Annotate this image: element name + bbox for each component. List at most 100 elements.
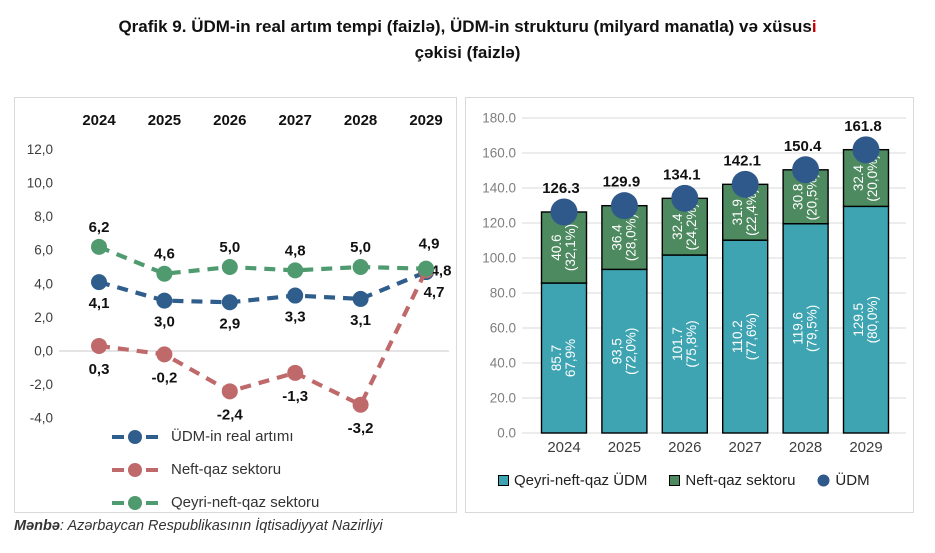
line-series-2	[98, 244, 427, 276]
legend-item-qeyri-neft-qaz-udm: Qeyri-neft-qaz ÜDM	[498, 472, 647, 489]
data-point	[418, 260, 434, 277]
y-tick-label: 60.0	[490, 321, 516, 336]
legend-item-udm: ÜDM	[817, 472, 870, 489]
data-point	[91, 238, 107, 255]
source-label: Mənbə	[14, 518, 60, 534]
data-label: 4,1	[89, 295, 110, 312]
bar-segment-label: 32.4(24,2%)	[670, 203, 699, 250]
y-tick-label: 12,0	[27, 142, 53, 157]
data-label: 3,3	[285, 309, 306, 326]
data-point	[287, 287, 304, 304]
line-series-0	[98, 270, 427, 305]
bar-segment-qeyri-neft-qaz	[540, 282, 588, 434]
data-point	[221, 383, 238, 400]
y-tick-label: -4,0	[30, 411, 53, 426]
legend-item-qeyri-neft-qaz-sektoru: Qeyri-neft-qaz sektoru	[111, 486, 319, 519]
data-label: -2,4	[217, 406, 244, 423]
y-tick-label: 100.0	[482, 251, 516, 266]
legend-label: ÜDM-in real artımı	[171, 428, 294, 445]
data-label: 5,0	[219, 239, 240, 256]
line-chart-panel: 2024 2025 2026 2027 2028 2029 12,0 10,0 8,0 6,0 4,…	[14, 97, 457, 513]
x-tick-label: 2026	[668, 439, 701, 456]
total-label: 161.8	[844, 118, 882, 135]
total-label: 134.1	[663, 166, 701, 183]
line-chart-svg: 2024 2025 2026 2027 2028 2029 12,0 10,0 8,0 6,0 4,…	[27, 112, 452, 437]
y-tick-label: 4,0	[34, 276, 53, 291]
data-label: 2,9	[219, 315, 240, 332]
figure-title: Qrafik 9. ÜDM-in real artım tempi (faizl…	[0, 14, 935, 66]
x-tick-label: 2027	[729, 439, 762, 456]
y-tick-label: 120.0	[482, 216, 516, 231]
data-label: 3,1	[350, 312, 371, 329]
x-tick-label: 2024	[547, 439, 580, 456]
udm-marker	[852, 136, 880, 164]
legend-label: Qeyri-neft-qaz ÜDM	[514, 472, 648, 489]
legend-item-udm-real-artimi: ÜDM-in real artımı	[111, 420, 319, 453]
legend-label: ÜDM	[835, 472, 870, 489]
data-point	[156, 265, 173, 282]
data-label: 5,0	[350, 239, 371, 256]
data-point	[156, 292, 173, 309]
bar-segment-label: 129.5(80,0%)	[851, 296, 880, 343]
data-label: 4,8	[285, 242, 306, 259]
legend-swatch-teal-icon	[498, 475, 509, 486]
legend-marker-blue-dash-dot-icon	[112, 429, 158, 444]
x-tick-label: 2029	[849, 439, 882, 456]
figure-title-line1-text: Qrafik 9. ÜDM-in real artım tempi (faizl…	[118, 17, 812, 36]
data-label: 4,7	[424, 284, 445, 301]
source-text: : Azərbaycan Respublikasının İqtisadiyya…	[59, 518, 383, 534]
data-point	[156, 346, 173, 363]
bar-segment-label: 110.2(77,6%)	[730, 313, 759, 360]
y-tick-label: 6,0	[34, 243, 53, 258]
data-point	[352, 396, 369, 413]
data-point	[221, 294, 238, 311]
bar-segment-label: 32.4(20,0%)	[851, 154, 880, 201]
y-tick-label: 80.0	[490, 286, 516, 301]
data-point	[352, 290, 369, 307]
data-label: 0,3	[89, 361, 110, 378]
data-point	[287, 262, 304, 279]
udm-marker	[792, 156, 820, 184]
data-label: 6,2	[89, 219, 110, 236]
data-point	[287, 364, 304, 381]
legend-marker-red-dash-dot-icon	[112, 462, 158, 477]
bar-segment-qeyri-neft-qaz	[722, 239, 769, 434]
x-tick-label: 2028	[789, 439, 822, 456]
legend-swatch-green-icon	[669, 475, 681, 486]
y-tick-label: 40.0	[490, 356, 516, 371]
bar-segment-label: 30.8(20,5%)	[791, 173, 820, 220]
udm-marker	[671, 184, 699, 212]
line-series-1	[98, 269, 428, 407]
bar-segment-qeyri-neft-qaz	[782, 222, 829, 434]
y-tick-label: 2,0	[34, 310, 53, 325]
bar-segment-label: 36.4(28,0%)	[609, 214, 638, 261]
x-tick-label: 2029	[409, 112, 442, 129]
x-tick-label: 2027	[279, 112, 312, 129]
udm-marker	[550, 198, 578, 226]
x-tick-label: 2025	[148, 112, 181, 129]
y-tick-label: 8,0	[34, 209, 53, 224]
data-label: 4,8	[431, 262, 452, 279]
bar-segment-qeyri-neft-qaz	[842, 205, 890, 434]
data-point	[221, 259, 238, 275]
bar-chart-legend: Qeyri-neft-qaz ÜDM Neft-qaz sektoru ÜDM	[498, 472, 870, 489]
data-point	[352, 259, 369, 275]
y-tick-label: 160.0	[482, 146, 516, 161]
bar-segment-label: 93,5(72,0%)	[609, 328, 638, 375]
x-tick-label: 2028	[344, 112, 377, 129]
figure-title-line2: çəkisi (faizlə)	[414, 43, 521, 62]
bar-segment-label: 101.7(75,8%)	[670, 320, 699, 367]
y-tick-label: 180.0	[482, 111, 516, 126]
x-tick-label: 2025	[608, 439, 641, 456]
bar-chart-panel: 0.0 20.0 40.0 60.0 80.0 100.0 120.0 140.0 160.0 1…	[465, 97, 914, 513]
total-label: 150.4	[784, 138, 822, 155]
data-point	[91, 274, 107, 291]
udm-marker	[731, 170, 759, 198]
legend-label: Qeyri-neft-qaz sektoru	[171, 494, 320, 511]
y-tick-label: 0,0	[34, 344, 53, 359]
data-label: 4,6	[154, 246, 175, 263]
legend-item-neft-qaz-sektoru: Neft-qaz sektoru	[111, 453, 319, 486]
bar-segment-label: 85.767,9%	[549, 339, 578, 377]
y-tick-label: 140.0	[482, 181, 516, 196]
